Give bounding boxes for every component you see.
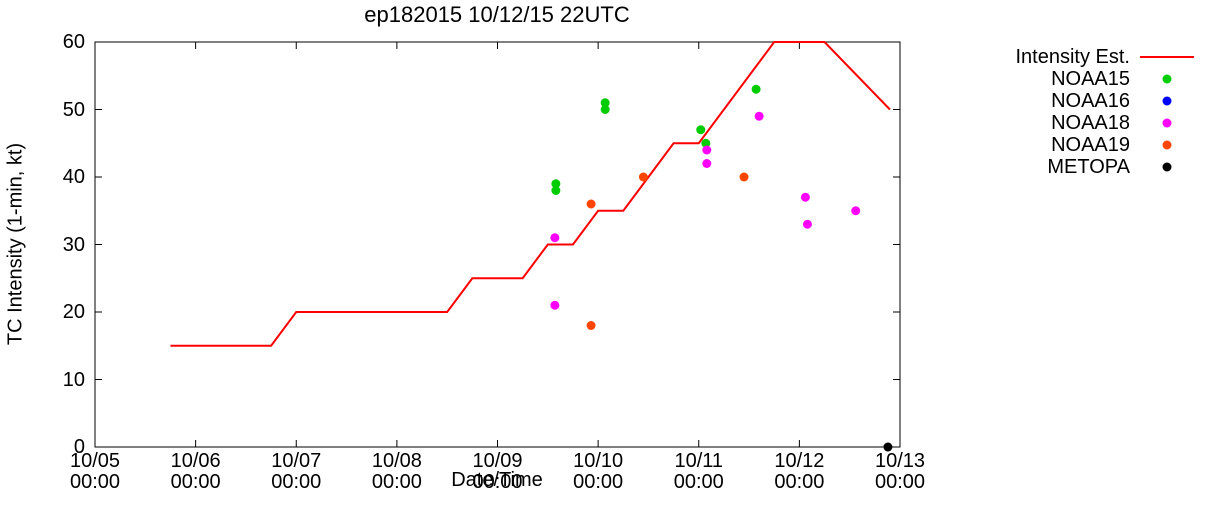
dot-swatch xyxy=(1162,162,1172,172)
data-point-noaa18 xyxy=(800,192,810,202)
legend-dot-sample xyxy=(1138,134,1196,156)
line-swatch xyxy=(1140,56,1194,58)
y-tick-label: 20 xyxy=(62,301,85,323)
y-tick-label: 10 xyxy=(62,368,85,391)
data-point-noaa19 xyxy=(586,199,596,209)
data-point-noaa15 xyxy=(551,186,561,195)
legend-label: NOAA19 xyxy=(1051,133,1130,156)
legend-label: Intensity Est. xyxy=(1015,45,1131,68)
chart-title: ep182015 10/12/15 22UTC xyxy=(364,2,630,27)
data-point-noaa15 xyxy=(600,105,610,114)
legend-row-noaa19: NOAA19 xyxy=(920,134,1200,156)
data-point-noaa19 xyxy=(638,172,648,182)
x-tick-label: 10/09 00:00 xyxy=(472,450,523,493)
legend-label: NOAA18 xyxy=(1051,111,1130,134)
legend-dot-sample xyxy=(1138,90,1196,112)
legend-row-noaa18: NOAA18 xyxy=(920,112,1200,134)
legend-dot-sample xyxy=(1138,68,1196,90)
dot-swatch xyxy=(1162,96,1172,106)
y-tick-label: 60 xyxy=(62,31,85,53)
legend-label: METOPA xyxy=(1047,155,1130,178)
data-point-noaa18 xyxy=(754,111,764,121)
x-tick-label: 10/10 00:00 xyxy=(573,450,624,493)
data-point-noaa15 xyxy=(751,84,761,94)
x-axis-label: Date/Time xyxy=(451,469,543,491)
data-point-noaa18 xyxy=(550,233,560,243)
legend-label: NOAA15 xyxy=(1051,67,1130,90)
x-tick-label: 10/05 00:00 xyxy=(69,450,121,493)
dot-swatch xyxy=(1162,74,1172,84)
plot-border xyxy=(94,41,901,448)
legend-dot-sample xyxy=(1138,112,1196,134)
dot-swatch xyxy=(1162,118,1172,128)
data-point-noaa15 xyxy=(551,179,561,189)
data-point-noaa18 xyxy=(702,159,712,168)
data-point-noaa19 xyxy=(586,321,596,330)
legend-row-intensity-est-: Intensity Est. xyxy=(920,46,1200,68)
y-tick-label: 50 xyxy=(62,98,85,121)
data-point-noaa18 xyxy=(550,300,560,310)
legend-row-metopa: METOPA xyxy=(920,156,1200,178)
x-tick-label: 10/07 00:00 xyxy=(271,450,322,493)
data-point-noaa19 xyxy=(739,172,749,182)
data-point-noaa18 xyxy=(851,206,861,216)
x-tick-label: 10/11 00:00 xyxy=(673,450,724,493)
y-tick-label: 30 xyxy=(62,233,85,256)
series-line-intensity-est xyxy=(170,41,891,347)
x-tick-label: 10/12 00:00 xyxy=(774,450,825,493)
x-tick-label: 10/13 00:00 xyxy=(874,450,926,493)
legend-dot-sample xyxy=(1138,156,1196,178)
data-point-metopa xyxy=(883,442,893,452)
legend: Intensity Est. NOAA15 NOAA16 NOAA18 NOAA19 ME… xyxy=(920,46,1200,178)
legend-row-noaa16: NOAA16 xyxy=(920,90,1200,112)
data-point-noaa18 xyxy=(802,219,812,229)
data-point-noaa15 xyxy=(701,138,711,148)
data-point-noaa15 xyxy=(696,125,706,135)
legend-line-sample xyxy=(1138,46,1196,68)
legend-row-noaa15: NOAA15 xyxy=(920,68,1200,90)
dot-swatch xyxy=(1162,140,1172,150)
x-tick-label: 10/06 00:00 xyxy=(170,450,221,493)
y-tick-label: 0 xyxy=(73,436,85,458)
y-tick-label: 40 xyxy=(62,166,85,188)
data-point-noaa15 xyxy=(600,98,610,108)
legend-label: NOAA16 xyxy=(1051,89,1130,112)
x-tick-label: 10/08 00:00 xyxy=(371,450,422,493)
data-point-noaa18 xyxy=(702,145,712,155)
